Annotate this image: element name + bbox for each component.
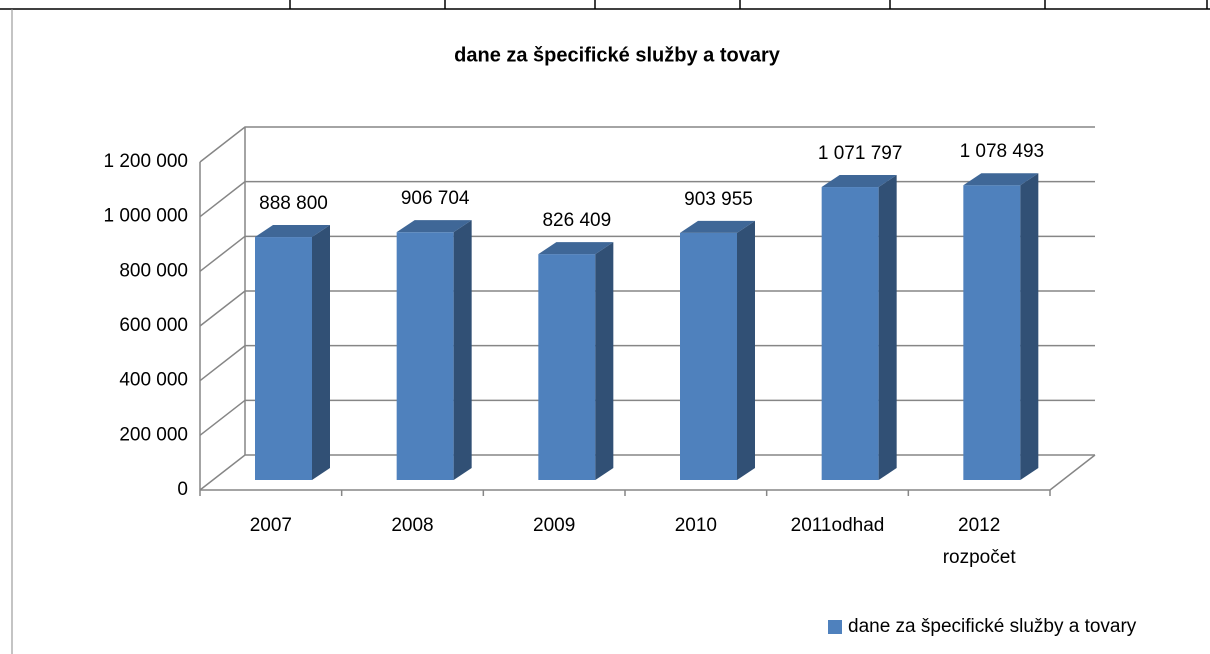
bar-side [737, 220, 755, 481]
bar-top [821, 175, 897, 188]
grid-line [199, 454, 1095, 491]
bar [963, 173, 1039, 480]
data-label: 1 078 493 [960, 141, 1045, 162]
y-tick-label: 800 000 [119, 260, 188, 281]
legend-label: dane za špecifické služby a tovary [848, 616, 1137, 637]
bar-top [396, 220, 472, 233]
data-label: 906 704 [401, 188, 470, 209]
document-table-edge [0, 0, 1210, 10]
bar-side [878, 175, 897, 480]
bar-top [538, 242, 614, 255]
grid-line [199, 344, 1095, 382]
bar-front [538, 254, 596, 480]
bar [255, 225, 330, 480]
y-tick-label: 200 000 [119, 424, 188, 445]
bar-side [1020, 173, 1039, 480]
grid-line [199, 180, 1095, 218]
bar-top [963, 173, 1039, 186]
y-tick-label: 0 [177, 479, 188, 500]
data-label: 888 800 [259, 193, 328, 214]
grid-line [199, 235, 1095, 272]
bar [680, 220, 755, 481]
x-tick-label: 2010 [675, 515, 717, 536]
bar-front [680, 232, 737, 480]
bar-side [595, 242, 614, 480]
floor-edge [200, 454, 1096, 491]
y-tick-label: 1 000 000 [103, 206, 188, 227]
grid-line [199, 399, 1095, 436]
x-tick-label: 2011odhad [791, 515, 885, 536]
bar [396, 220, 472, 480]
x-tick-label: 2009 [533, 515, 575, 536]
data-label: 1 071 797 [818, 143, 903, 164]
y-tick-label: 1 200 000 [103, 151, 188, 172]
grid-line [199, 290, 1095, 327]
bar [821, 175, 897, 480]
bar-top [680, 220, 755, 233]
x-tick-label: 2008 [391, 515, 433, 536]
bar-top [255, 225, 330, 238]
x-tick-label: 2012 rozpočet [943, 515, 1017, 568]
legend-swatch [828, 620, 842, 634]
chart-title: dane za špecifické služby a tovary [454, 44, 781, 66]
bar [538, 242, 614, 480]
y-tick-label: 400 000 [119, 370, 188, 391]
y-tick-label: 600 000 [119, 315, 188, 336]
bar-side [312, 225, 330, 480]
bar-front [963, 185, 1021, 480]
data-label: 826 409 [542, 210, 611, 231]
bar-side [453, 220, 472, 480]
x-tick-label: 2007 [250, 515, 292, 536]
bar-front [396, 232, 454, 480]
bar-front [255, 237, 312, 480]
bar-front [821, 187, 879, 480]
data-label: 903 955 [684, 189, 753, 210]
